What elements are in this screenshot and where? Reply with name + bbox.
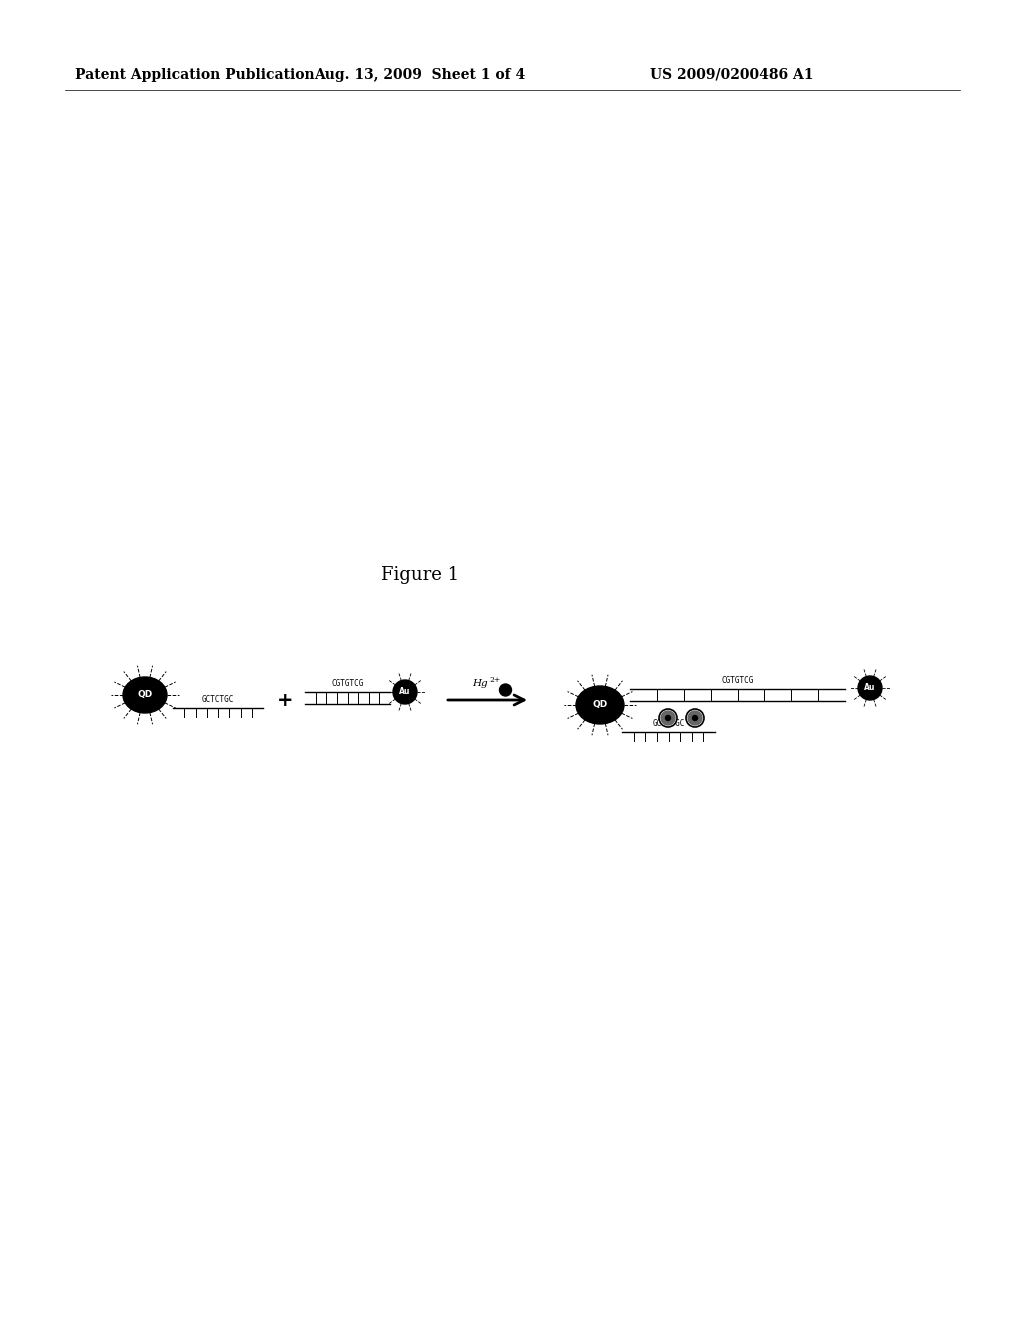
Text: +: +	[276, 690, 293, 710]
Text: 2+: 2+	[489, 676, 501, 684]
Text: Hg: Hg	[472, 678, 487, 688]
Circle shape	[659, 709, 677, 727]
Text: CGTGTCG: CGTGTCG	[721, 676, 754, 685]
Text: Au: Au	[399, 688, 411, 697]
Ellipse shape	[123, 677, 167, 713]
Text: QD: QD	[592, 701, 607, 710]
Text: Aug. 13, 2009  Sheet 1 of 4: Aug. 13, 2009 Sheet 1 of 4	[314, 69, 525, 82]
Circle shape	[858, 676, 882, 700]
Text: GCTCTGC: GCTCTGC	[652, 719, 685, 729]
Text: QD: QD	[137, 690, 153, 700]
Circle shape	[692, 715, 697, 721]
Text: Patent Application Publication: Patent Application Publication	[75, 69, 314, 82]
Ellipse shape	[575, 686, 624, 723]
Text: GCTCTGC: GCTCTGC	[202, 696, 234, 704]
Text: US 2009/0200486 A1: US 2009/0200486 A1	[650, 69, 813, 82]
Circle shape	[393, 680, 417, 704]
Circle shape	[666, 715, 671, 721]
Text: Figure 1: Figure 1	[381, 566, 459, 583]
Text: Au: Au	[864, 684, 876, 693]
Circle shape	[662, 711, 675, 725]
Circle shape	[500, 684, 512, 696]
Circle shape	[686, 709, 705, 727]
Circle shape	[688, 711, 702, 725]
Text: CGTGTCG: CGTGTCG	[332, 678, 364, 688]
